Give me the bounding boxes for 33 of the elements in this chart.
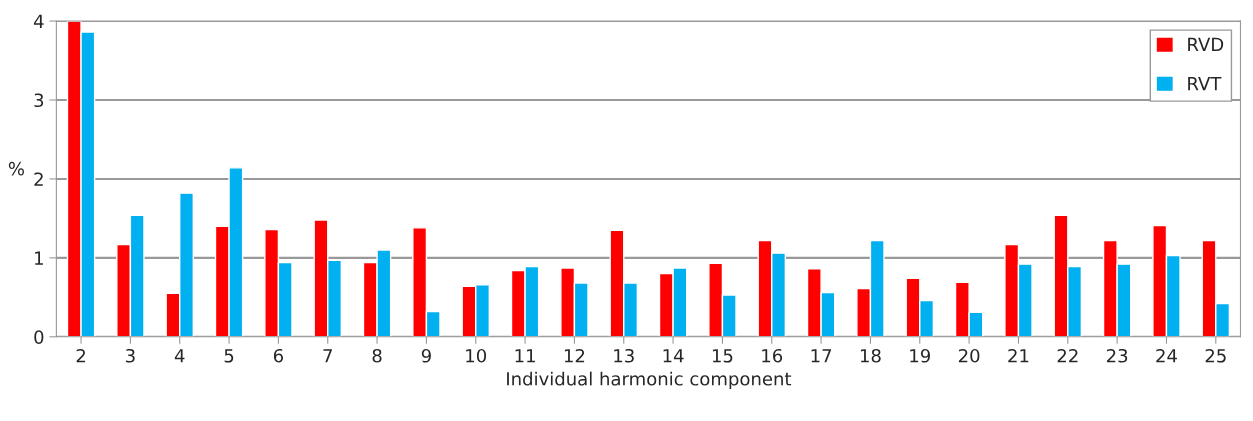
x-tick-label: 18 <box>860 348 881 363</box>
y-tick-label: 0 <box>34 330 44 344</box>
x-tick-label: 14 <box>663 349 684 363</box>
x-tick-label: 16 <box>762 348 783 363</box>
x-tick-label: 8 <box>372 348 382 363</box>
x-tick-label: 9 <box>421 348 431 363</box>
x-tick-label: 25 <box>1205 348 1226 363</box>
x-tick-label: 5 <box>224 349 234 363</box>
x-tick-label: 22 <box>1057 348 1078 363</box>
x-tick-label: 12 <box>564 348 585 363</box>
x-tick-label: 2 <box>76 348 85 363</box>
x-axis-title: Individual harmonic component <box>507 371 792 390</box>
x-tick-label: 3 <box>126 348 135 363</box>
y-tick-label: 4 <box>33 14 44 28</box>
x-tick-label: 20 <box>958 348 980 363</box>
x-tick-label: 24 <box>1156 348 1177 363</box>
x-tick-label: 15 <box>712 349 733 363</box>
x-tick-label: 17 <box>811 349 832 363</box>
x-tick-label: 10 <box>466 348 487 363</box>
y-tick-label: 2 <box>34 172 43 186</box>
x-tick-label: 6 <box>273 348 284 363</box>
x-tick-label: 23 <box>1106 348 1128 363</box>
legend-label: RVT <box>1188 77 1222 91</box>
y-axis-title: % <box>8 161 25 176</box>
x-tick-label: 7 <box>323 349 332 363</box>
x-tick-label: 11 <box>515 349 535 363</box>
x-tick-label: 19 <box>910 348 930 363</box>
legend-label: RVD <box>1188 37 1224 52</box>
x-tick-label: 4 <box>174 349 185 363</box>
y-tick-label: 3 <box>34 93 44 108</box>
x-tick-label: 13 <box>614 348 634 363</box>
x-tick-label: 21 <box>1008 348 1029 363</box>
y-tick-label: 1 <box>35 251 43 265</box>
